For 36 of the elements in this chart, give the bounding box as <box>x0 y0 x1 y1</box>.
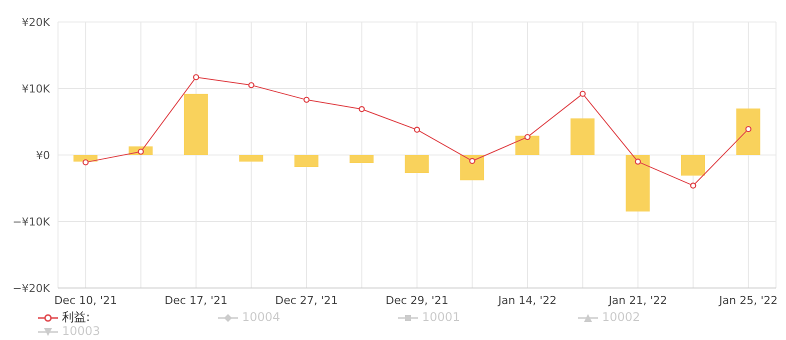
point <box>192 74 200 80</box>
point <box>745 126 752 132</box>
bar <box>404 155 429 173</box>
x-tick-label: Dec 29, '21 <box>386 294 448 307</box>
point <box>690 182 696 189</box>
x-tick-label: Dec 17, '21 <box>164 294 228 307</box>
bar <box>294 155 318 167</box>
point <box>634 158 642 165</box>
y-tick-label: ¥0 <box>36 148 50 162</box>
bar <box>350 155 374 163</box>
point <box>580 90 586 97</box>
bar <box>626 155 650 212</box>
point <box>414 126 420 133</box>
x-tick-label: Jan 21, '22 <box>608 294 668 307</box>
bar <box>184 94 208 155</box>
y-tick-label: −¥20K <box>12 282 51 295</box>
x-tick-label: Dec 10, '21 <box>54 294 118 307</box>
y-tick-label: ¥20K <box>22 16 51 29</box>
point <box>248 82 254 88</box>
x-tick-label: Jan 25, '22 <box>718 294 778 307</box>
point <box>469 158 476 164</box>
y-tick-label: −¥10K <box>12 215 51 228</box>
bar <box>570 118 595 155</box>
bar <box>681 155 706 176</box>
point <box>303 96 310 103</box>
x-tick-label: Dec 27, '21 <box>275 294 338 307</box>
bar <box>460 155 484 180</box>
point <box>358 106 365 112</box>
bar <box>239 155 264 162</box>
bar <box>515 136 540 155</box>
x-tick-label: Jan 14, '22 <box>497 294 557 307</box>
point <box>82 159 89 166</box>
point <box>524 134 531 140</box>
bar <box>736 108 760 155</box>
legend-label: 利益: <box>61 310 92 324</box>
y-tick-label: ¥10K <box>22 82 51 96</box>
